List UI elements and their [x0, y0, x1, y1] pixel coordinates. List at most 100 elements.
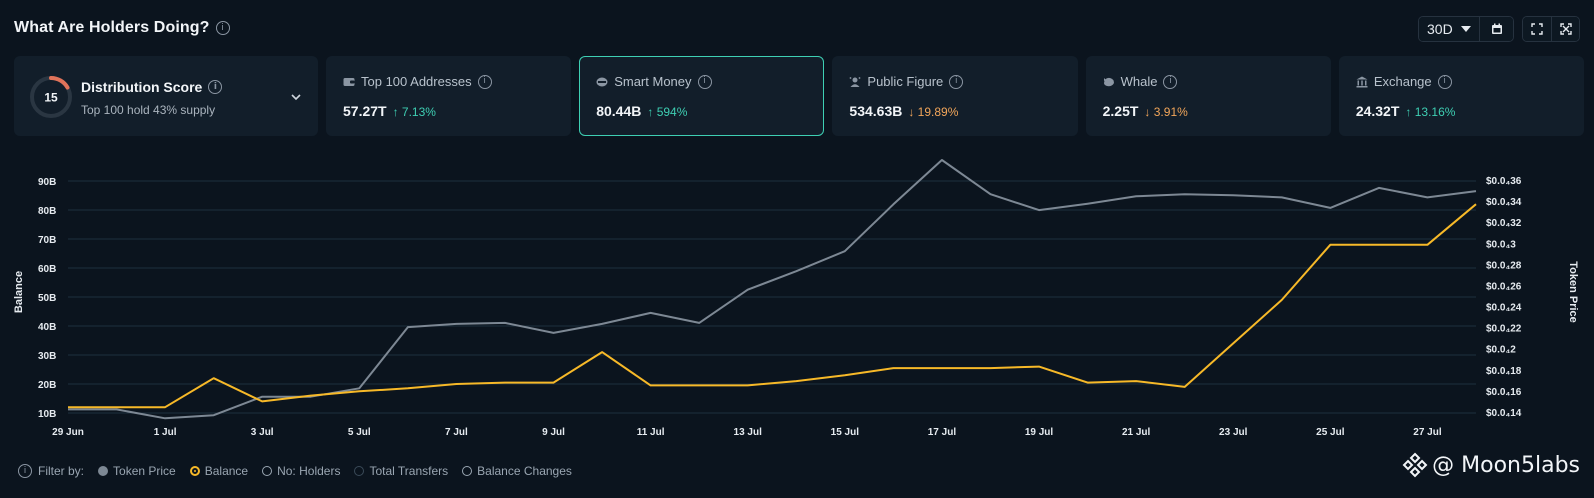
y-tick-label: 50B [38, 293, 56, 304]
y2-tick-label: $0.0₄2 [1486, 345, 1516, 356]
card-public-figure[interactable]: Public Figure i 534.63B ↓ 19.89% [832, 56, 1078, 136]
card-whale[interactable]: Whale i 2.25T ↓ 3.91% [1085, 56, 1331, 136]
filter-item-label: Balance Changes [477, 464, 572, 478]
card-exchange[interactable]: Exchange i 24.32T ↑ 13.16% [1338, 56, 1585, 136]
chart-grid [68, 180, 1476, 414]
card-value: 80.44B [596, 103, 642, 119]
page-title: What Are Holders Doing? [14, 19, 210, 36]
info-icon[interactable]: i [1163, 74, 1178, 89]
holder-cards: 15 Distribution Score i Top 100 hold 43%… [14, 56, 1585, 136]
series-line-token-price [68, 159, 1477, 420]
expand-icon [1559, 23, 1572, 35]
card-change: ↓ 19.89% [908, 105, 959, 119]
distribution-subtitle: Top 100 hold 43% supply [81, 103, 216, 117]
whale-icon [1103, 77, 1114, 86]
y-tick-label: 20B [38, 380, 56, 391]
fullscreen-button[interactable] [1523, 17, 1551, 41]
bank-icon [1356, 76, 1368, 87]
card-value: 57.27T [343, 103, 387, 119]
info-icon[interactable]: i [477, 74, 492, 89]
info-icon[interactable]: i [949, 74, 964, 89]
x-tick-label: 3 Jul [251, 427, 274, 438]
card-smart-money[interactable]: Smart Money i 80.44B ↑ 594% [579, 56, 825, 136]
filter-no-holders[interactable]: No: Holders [262, 464, 340, 478]
filter-total-transfers[interactable]: Total Transfers [354, 464, 448, 478]
y-tick-label: 60B [38, 264, 56, 275]
x-axis: 29 Jun 1 Jul 3 Jul 5 Jul 7 Jul 9 Jul 11 Jul 13 … [52, 427, 1442, 438]
y2-tick-label: $0.0₄32 [1486, 218, 1522, 229]
info-icon[interactable]: i [1437, 74, 1452, 89]
radio-filled-icon [98, 466, 109, 476]
filter-item-label: Balance [204, 464, 249, 478]
filter-item-label: No: Holders [277, 464, 341, 478]
x-tick-label: 11 Jul [637, 427, 665, 438]
card-label: Whale [1120, 74, 1158, 89]
card-change: ↑ 594% [647, 105, 688, 119]
card-value-row: 80.44B ↑ 594% [596, 103, 687, 119]
y2-tick-label: $0.0₄28 [1486, 260, 1522, 271]
watermark-text: @ Moon5labs [1432, 452, 1580, 478]
chart-series [68, 159, 1477, 420]
filter-balance[interactable]: Balance [189, 464, 249, 478]
card-label-row: Exchange i [1356, 74, 1452, 89]
x-tick-label: 19 Jul [1025, 427, 1054, 438]
caret-down-icon [1461, 26, 1471, 32]
y2-tick-label: $0.0₄26 [1486, 281, 1522, 292]
binance-logo-icon [1402, 452, 1428, 478]
info-icon[interactable]: i [208, 80, 223, 94]
header-controls: 30D [1418, 16, 1580, 42]
filter-balance-changes[interactable]: Balance Changes [462, 464, 572, 478]
card-value: 24.32T [1355, 103, 1400, 119]
y-axis-left: 10B 20B 30B 40B 50B 60B 70B 80B 90B [38, 177, 56, 420]
y2-tick-label: $0.0₄24 [1486, 303, 1522, 314]
y-tick-label: 90B [38, 177, 56, 188]
info-icon[interactable]: i [18, 464, 32, 478]
card-value-row: 2.25T ↓ 3.91% [1103, 103, 1188, 119]
y2-tick-label: $0.0₄14 [1486, 408, 1522, 419]
filter-token-price[interactable]: Token Price [98, 464, 176, 478]
card-change: ↑ 13.16% [1405, 105, 1456, 119]
expand-button[interactable] [1551, 17, 1579, 41]
card-change: ↑ 7.13% [392, 105, 436, 119]
range-value: 30D [1427, 21, 1453, 37]
y-tick-label: 40B [38, 322, 56, 333]
y-axis-title: Balance [13, 271, 25, 313]
range-dropdown[interactable]: 30D [1419, 17, 1479, 41]
x-tick-label: 17 Jul [928, 427, 957, 438]
card-top-100-addresses[interactable]: Top 100 Addresses i 57.27T ↑ 7.13% [326, 56, 572, 136]
y2-tick-label: $0.0₄34 [1486, 197, 1522, 208]
y2-tick-label: $0.0₄18 [1486, 366, 1522, 377]
fullscreen-icon [1531, 23, 1543, 35]
y-tick-label: 70B [38, 235, 56, 246]
calendar-icon [1491, 23, 1502, 34]
x-tick-label: 5 Jul [348, 427, 371, 438]
card-value: 2.25T [1102, 103, 1139, 119]
x-tick-label: 1 Jul [154, 427, 177, 438]
filter-label-row: i Filter by: [18, 464, 84, 478]
y-tick-label: 10B [38, 409, 56, 420]
person-icon [850, 76, 861, 87]
x-tick-label: 15 Jul [831, 427, 860, 438]
card-label-row: Top 100 Addresses i [343, 74, 492, 89]
range-control-group: 30D [1418, 16, 1514, 42]
filter-item-label: Token Price [113, 464, 176, 478]
card-value-row: 534.63B ↓ 19.89% [849, 103, 958, 119]
y-tick-label: 30B [38, 351, 56, 362]
card-label: Top 100 Addresses [361, 74, 472, 89]
y2-tick-label: $0.0₄16 [1486, 387, 1522, 398]
distribution-score-card[interactable]: 15 Distribution Score i Top 100 hold 43%… [14, 56, 318, 136]
info-icon[interactable]: i [697, 74, 712, 89]
chevron-down-icon[interactable] [289, 90, 303, 104]
watermark: @ Moon5labs [1402, 452, 1580, 478]
distribution-title-row: Distribution Score i [81, 79, 223, 95]
card-value-row: 24.32T ↑ 13.16% [1356, 103, 1456, 119]
card-label: Exchange [1373, 74, 1432, 89]
brain-icon [596, 77, 608, 86]
x-tick-label: 21 Jul [1122, 427, 1151, 438]
filter-label: Filter by: [38, 464, 85, 478]
info-icon[interactable]: i [215, 21, 230, 35]
card-change: ↓ 3.91% [1144, 105, 1188, 119]
x-tick-label: 13 Jul [734, 427, 763, 438]
calendar-button[interactable] [1479, 17, 1513, 41]
